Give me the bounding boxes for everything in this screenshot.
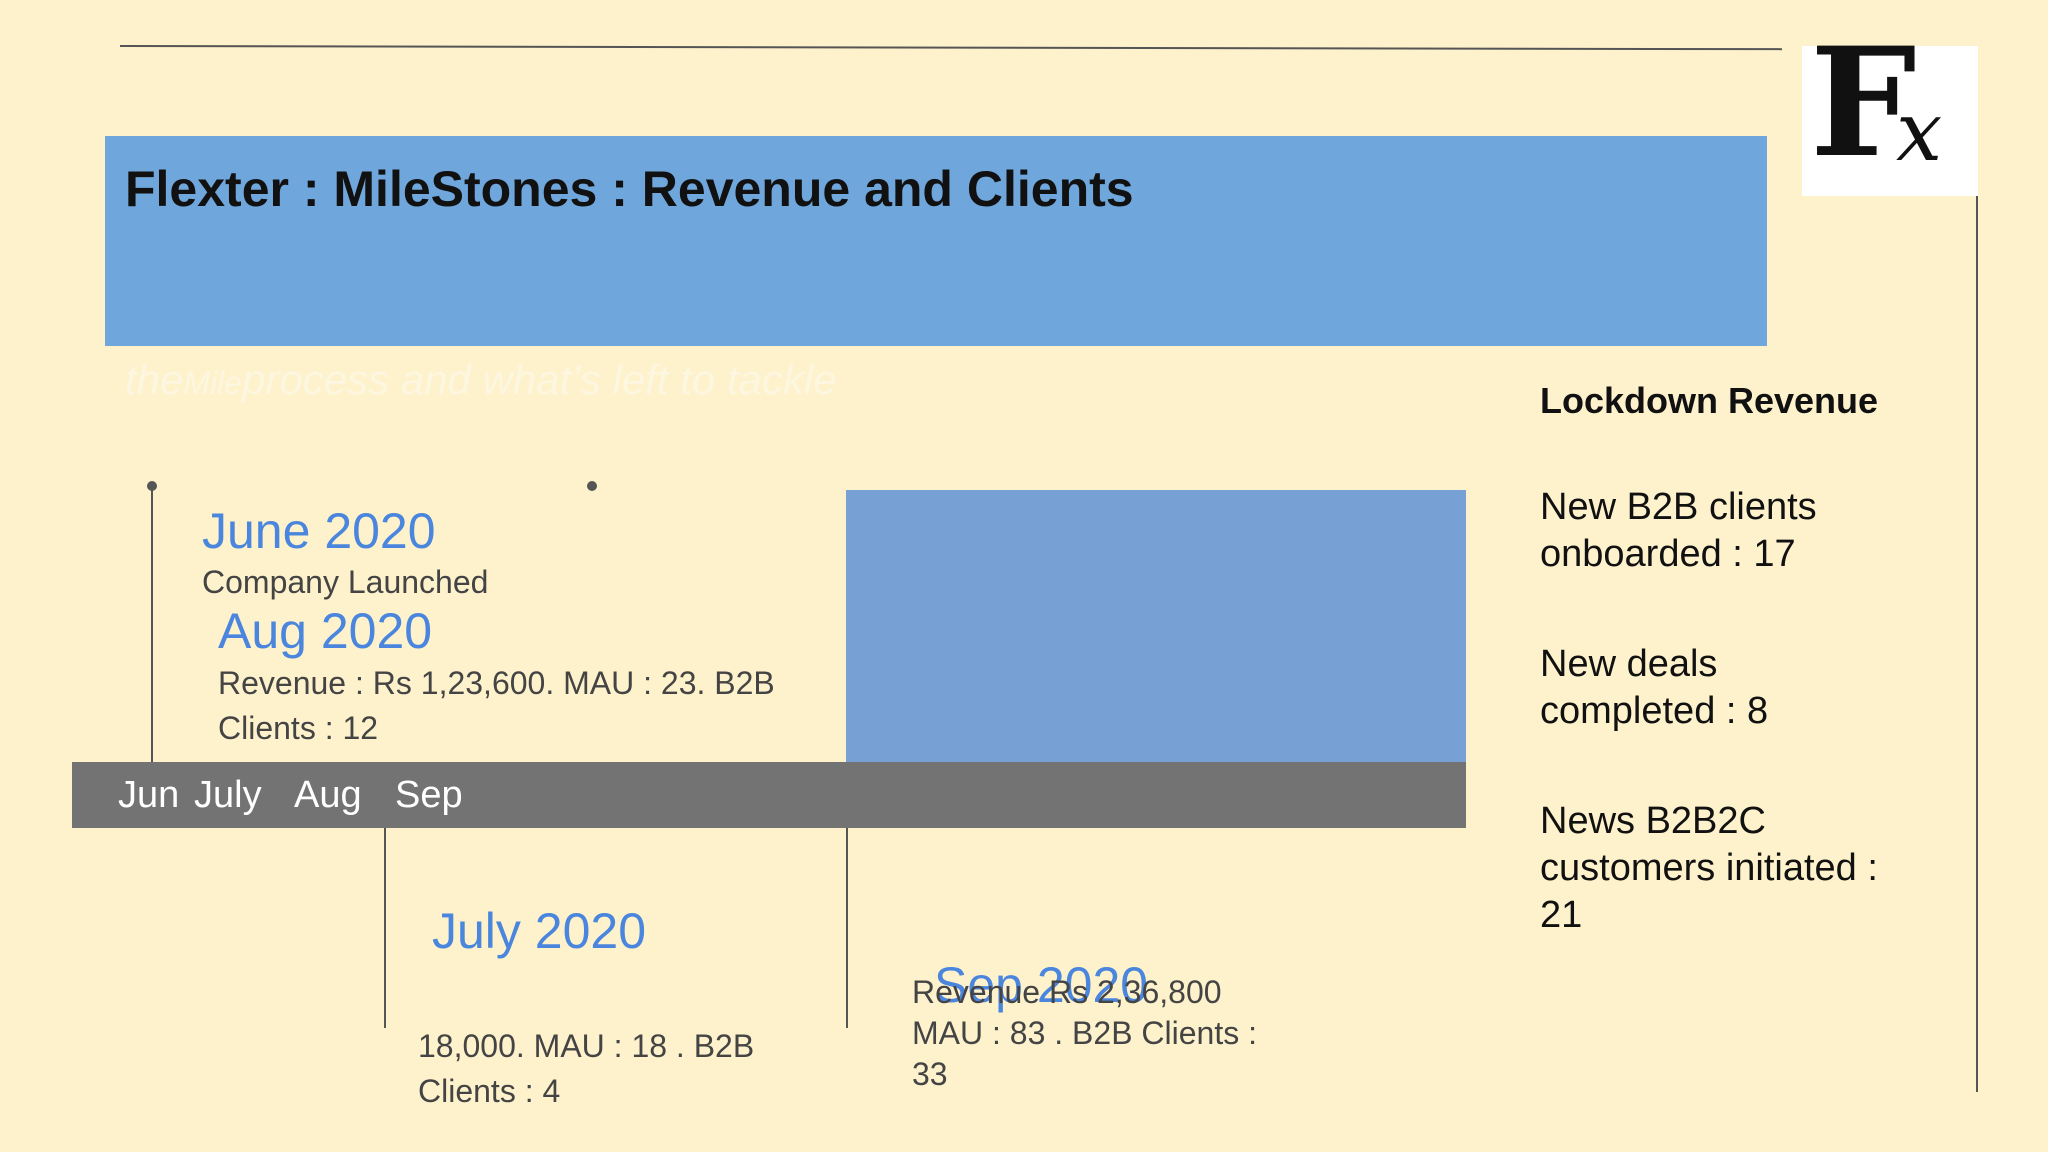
subtitle-part-1: the — [125, 356, 184, 403]
milestone-june-heading: June 2020 — [202, 503, 436, 559]
june-dot — [147, 481, 157, 491]
logo-background — [1802, 46, 1978, 196]
sidebar-item-deals: New deals completed : 8 — [1540, 641, 1940, 735]
highlight-box — [846, 490, 1466, 762]
july-connector — [384, 828, 386, 1028]
lockdown-revenue-heading: Lockdown Revenue — [1540, 380, 1879, 421]
slide-subtitle: theMileprocess and what’s left to tackle — [125, 356, 837, 404]
milestone-aug-heading: Aug 2020 — [218, 603, 433, 659]
logo-letter-x: x — [1896, 85, 1943, 180]
sidebar-item-b2b2c-line-1: News B2B2C — [1540, 800, 1766, 842]
sep-connector-lower — [846, 828, 848, 1028]
timeline-label-sep: Sep — [395, 774, 463, 816]
milestone-july-text: 18,000. MAU : 18 . B2B Clients : 4 — [418, 1024, 754, 1114]
timeline-label-july: July — [194, 774, 262, 816]
title-band — [105, 136, 1767, 346]
timeline-bar — [72, 762, 1466, 828]
sidebar-item-deals-line-2: completed : 8 — [1540, 690, 1769, 732]
timeline-label-aug: Aug — [294, 774, 362, 816]
milestone-aug-line-1: Revenue : Rs 1,23,600. MAU : 23. B2B — [218, 665, 775, 701]
milestone-july-line-2: Clients : 4 — [418, 1073, 561, 1109]
milestone-sep-line-2: MAU : 83 . B2B Clients : — [912, 1015, 1258, 1051]
milestone-july-line-1: 18,000. MAU : 18 . B2B — [418, 1028, 755, 1064]
sidebar-item-b2b-clients-line-2: onboarded : 17 — [1540, 533, 1796, 575]
sidebar-item-b2b2c-customers: News B2B2C customers initiated : 21 — [1540, 798, 1940, 939]
milestone-sep-heading: Sep 2020 — [934, 957, 1149, 1013]
milestone-june-text: Company Launched — [202, 564, 489, 600]
aug-dot — [587, 481, 597, 491]
milestone-sep-text: Revenue Rs 2,36,800 MAU : 83 . B2B Clien… — [912, 972, 1257, 1095]
top-rule — [119, 45, 1782, 51]
milestone-sep-line-1: Revenue Rs 2,36,800 — [912, 974, 1222, 1010]
milestone-aug-text: Revenue : Rs 1,23,600. MAU : 23. B2B Cli… — [218, 661, 775, 751]
logo-letter-f: F — [1810, 15, 1917, 191]
milestone-aug-line-2: Clients : 12 — [218, 710, 379, 746]
sidebar-item-b2b-clients-line-1: New B2B clients — [1540, 486, 1817, 528]
sidebar-item-deals-line-1: New deals — [1540, 643, 1718, 685]
timeline-label-jun: Jun — [118, 774, 180, 816]
sidebar-item-b2b2c-line-2: customers initiated : — [1540, 847, 1878, 889]
sidebar-item-b2b2c-line-3: 21 — [1540, 894, 1583, 936]
slide-title: Flexter : MileStones : Revenue and Clien… — [125, 161, 1134, 217]
milestone-july-heading: July 2020 — [432, 903, 647, 959]
sidebar-item-b2b-clients: New B2B clients onboarded : 17 — [1540, 484, 1940, 578]
right-border-line — [1976, 122, 1978, 1092]
subtitle-part-2: Mile — [183, 365, 243, 401]
milestone-sep-line-3: 33 — [912, 1056, 948, 1092]
subtitle-part-3: process and what’s left to tackle — [242, 356, 837, 403]
june-connector — [151, 486, 153, 762]
